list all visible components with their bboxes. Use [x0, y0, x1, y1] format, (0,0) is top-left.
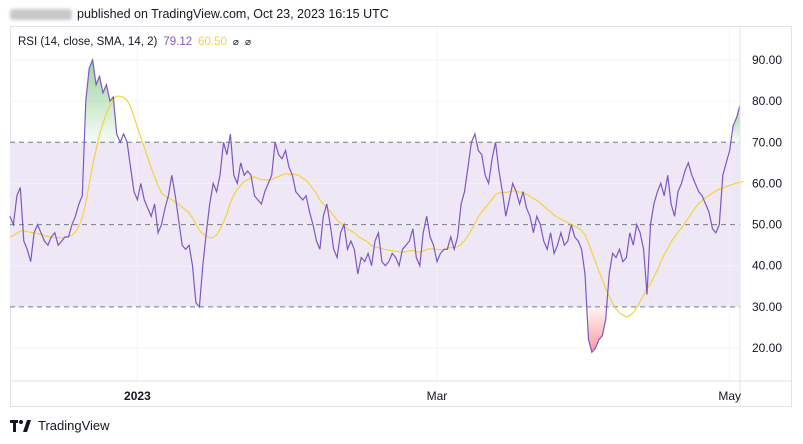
- ma-line: [9, 95, 744, 318]
- y-tick-label: 40.00: [752, 259, 782, 273]
- indicator-label[interactable]: RSI (14, close, SMA, 14, 2): [18, 36, 158, 48]
- x-tick-label: Mar: [427, 389, 448, 403]
- brand-name: TradingView: [38, 418, 110, 433]
- y-tick-label: 20.00: [752, 341, 782, 355]
- y-tick-label: 30.00: [752, 300, 782, 314]
- tradingview-logo-icon: [10, 419, 31, 432]
- publish-header: published on TradingView.com, Oct 23, 20…: [10, 7, 389, 21]
- published-text: published on TradingView.com, Oct 23, 20…: [77, 7, 389, 21]
- ma-value: 60.50: [198, 36, 227, 48]
- y-tick-label: 70.00: [752, 135, 782, 149]
- indicator-legend: RSI (14, close, SMA, 14, 2) 79.12 60.50 …: [18, 36, 251, 48]
- y-tick-label: 90.00: [752, 53, 782, 67]
- y-tick-label: 60.00: [752, 176, 782, 190]
- oversold-fill: [588, 306, 606, 353]
- x-tick-label: 2023: [124, 389, 151, 403]
- overbought-fill: [733, 105, 740, 143]
- overbought-fill: [85, 59, 117, 143]
- y-tick-label: 80.00: [752, 94, 782, 108]
- x-tick-label: May: [718, 389, 741, 403]
- rsi-value: 79.12: [163, 36, 193, 48]
- empty-set-icon: ⌀: [244, 36, 251, 48]
- author-name-blurred: [10, 8, 72, 20]
- y-tick-label: 50.00: [752, 218, 782, 232]
- rsi-line: [9, 57, 741, 354]
- empty-set-icon: ⌀: [232, 36, 239, 48]
- tradingview-footer: TradingView: [10, 418, 110, 433]
